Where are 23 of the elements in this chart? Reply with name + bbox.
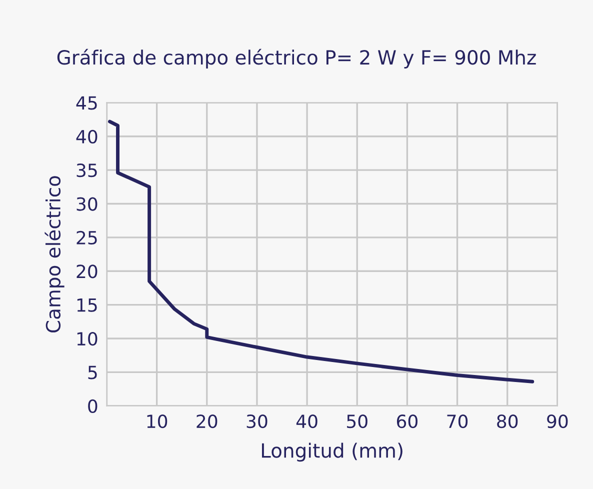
x-tick-label: 60 <box>396 414 418 428</box>
x-tick-label: 20 <box>196 414 218 428</box>
y-tick-label: 20 <box>76 264 98 278</box>
x-axis-title: Longitud (mm) <box>262 442 402 462</box>
y-tick-label: 35 <box>76 164 97 178</box>
x-tick-label: 90 <box>547 414 568 428</box>
x-tick-label: 40 <box>296 414 318 428</box>
y-tick-label: 15 <box>77 298 97 312</box>
line-series <box>108 120 534 384</box>
x-tick-label: 70 <box>447 414 468 428</box>
y-tick-label: 30 <box>76 197 98 211</box>
x-tick-label: 30 <box>246 414 268 428</box>
y-tick-label: 0 <box>88 399 98 413</box>
y-tick-label: 40 <box>76 130 98 144</box>
y-tick-label: 5 <box>88 366 97 380</box>
y-tick-label: 10 <box>77 332 98 346</box>
chart-title: Gráfica de campo eléctrico P= 2 W y F= 900 Mhz <box>57 48 536 68</box>
y-tick-label: 45 <box>76 96 97 110</box>
y-axis-title: Campo eléctrico <box>44 176 64 332</box>
x-tick-label: 50 <box>347 414 368 428</box>
y-tick-label: 25 <box>76 230 97 245</box>
x-tick-label: 10 <box>147 414 168 428</box>
x-tick-label: 80 <box>497 414 518 428</box>
